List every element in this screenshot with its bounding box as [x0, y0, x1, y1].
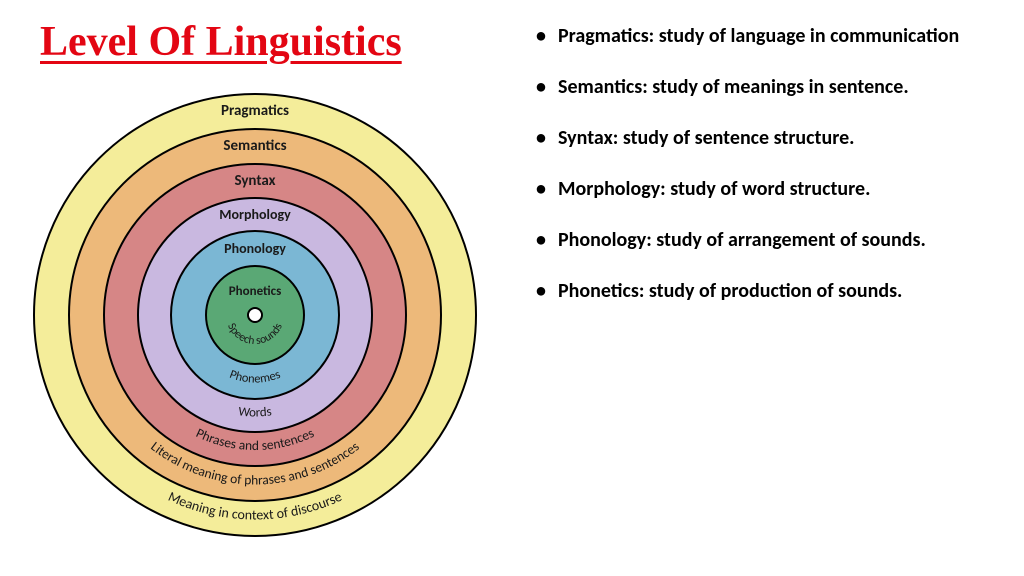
- ring-sublabel-phonetics: Speech sounds: [224, 321, 286, 348]
- definitions-panel: Pragmatics: study of language in communi…: [530, 24, 1000, 330]
- ring-sublabel-phonology: Phonemes: [228, 367, 283, 387]
- ring-sublabel-morphology: Words: [238, 404, 273, 420]
- definition-item: Syntax: study of sentence structure.: [530, 126, 1000, 151]
- definition-item: Phonology: study of arrangement of sound…: [530, 228, 1000, 253]
- definition-item: Semantics: study of meanings in sentence…: [530, 75, 1000, 100]
- ring-sublabel-pragmatics: Meaning in context of discourse: [166, 488, 345, 524]
- definition-item: Pragmatics: study of language in communi…: [530, 24, 1000, 49]
- definitions-list: Pragmatics: study of language in communi…: [530, 24, 1000, 304]
- concentric-diagram: PhoneticsPhonologyMorphologySyntaxSemant…: [30, 90, 480, 540]
- definition-item: Phonetics: study of production of sounds…: [530, 279, 1000, 304]
- ring-sublabel-syntax: Phrases and sentences: [193, 424, 316, 454]
- page-title: Level Of Linguistics: [40, 18, 402, 66]
- definition-item: Morphology: study of word structure.: [530, 177, 1000, 202]
